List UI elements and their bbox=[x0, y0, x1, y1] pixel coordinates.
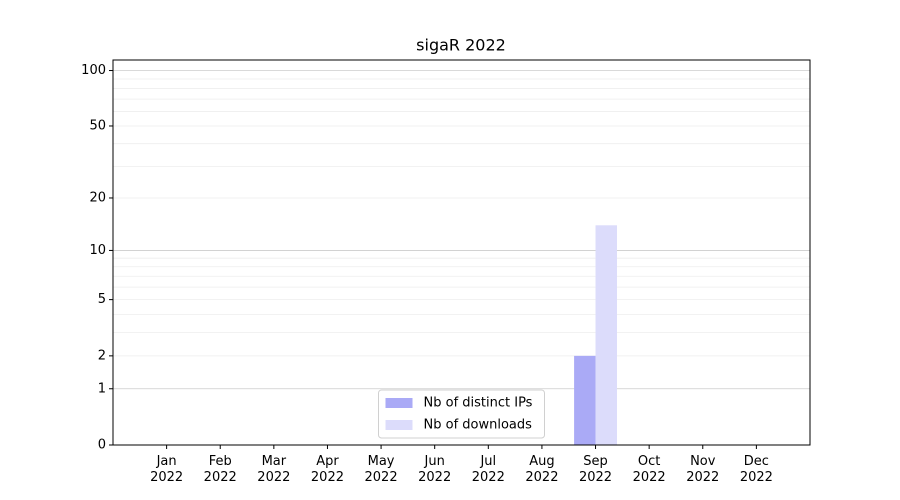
x-tick-label: Oct 2022 bbox=[633, 454, 666, 485]
legend-swatch bbox=[385, 398, 413, 408]
legend-swatch bbox=[385, 420, 413, 430]
x-tick-label: Mar 2022 bbox=[257, 454, 290, 485]
bar bbox=[574, 355, 596, 445]
y-tick-label: 10 bbox=[89, 243, 106, 258]
chart-title: sigaR 2022 bbox=[416, 36, 506, 55]
grid bbox=[113, 70, 810, 446]
x-tick-label: Aug 2022 bbox=[525, 454, 558, 485]
legend-label: Nb of distinct IPs bbox=[424, 396, 533, 411]
x-tick-label: May 2022 bbox=[365, 454, 398, 485]
y-tick-label: 5 bbox=[98, 292, 106, 307]
y-tick-label: 20 bbox=[89, 190, 106, 205]
legend-box bbox=[378, 389, 545, 439]
legend-label: Nb of downloads bbox=[424, 418, 533, 433]
bar bbox=[595, 225, 617, 445]
y-tick-label: 1 bbox=[98, 381, 106, 396]
x-tick-label: Jan 2022 bbox=[150, 454, 183, 485]
x-tick-label: Apr 2022 bbox=[311, 454, 344, 485]
plot-frame bbox=[112, 59, 811, 446]
y-tick-label: 50 bbox=[89, 118, 106, 133]
y-tick-label: 2 bbox=[98, 348, 106, 363]
x-tick-label: Dec 2022 bbox=[740, 454, 773, 485]
x-tick-label: Sep 2022 bbox=[579, 454, 612, 485]
x-tick-label: Nov 2022 bbox=[686, 454, 719, 485]
x-tick-label: Jun 2022 bbox=[418, 454, 451, 485]
x-tick-label: Jul 2022 bbox=[472, 454, 505, 485]
x-tick-label: Feb 2022 bbox=[204, 454, 237, 485]
y-tick-label: 0 bbox=[98, 438, 106, 453]
legend: Nb of distinct IPs Nb of downloads bbox=[378, 389, 545, 439]
y-tick-label: 100 bbox=[81, 63, 106, 78]
